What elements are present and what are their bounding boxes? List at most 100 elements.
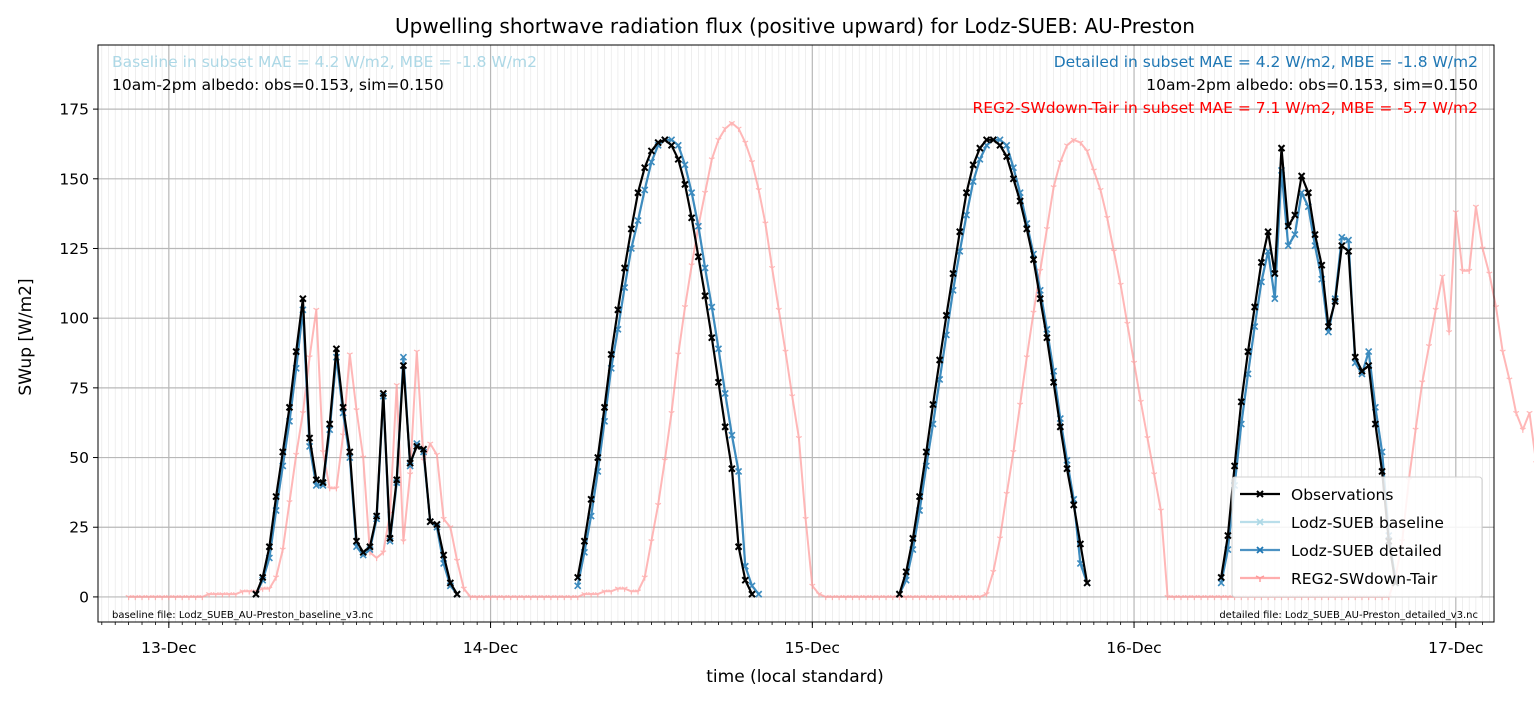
x-axis-label: time (local standard) <box>706 667 884 687</box>
data-point <box>1271 269 1279 278</box>
data-point <box>554 594 561 601</box>
data-point <box>1057 159 1064 166</box>
data-point <box>1291 211 1299 219</box>
data-point <box>1056 423 1065 431</box>
data-point <box>407 472 414 478</box>
data-point <box>735 467 743 476</box>
data-point <box>620 264 629 272</box>
data-point <box>132 594 139 601</box>
data-point <box>594 453 602 462</box>
data-point <box>876 594 883 601</box>
detailed-stats-annotation: Detailed in subset MAE = 4.2 W/m2, MBE =… <box>1054 53 1478 71</box>
data-point <box>573 573 582 582</box>
data-point <box>1104 215 1111 222</box>
data-point <box>943 594 950 601</box>
data-point <box>439 551 448 559</box>
data-point <box>969 178 977 186</box>
data-point <box>239 589 246 595</box>
data-point <box>714 378 723 386</box>
data-point <box>1218 594 1225 601</box>
data-point <box>769 265 776 272</box>
data-point <box>701 264 709 272</box>
data-point <box>1177 594 1185 601</box>
data-point <box>655 502 662 509</box>
data-point <box>1023 225 1031 233</box>
data-point <box>333 486 340 492</box>
data-point <box>1230 462 1239 470</box>
data-point <box>728 120 735 127</box>
data-point <box>795 435 802 442</box>
data-point <box>138 594 146 601</box>
data-point <box>1499 349 1506 355</box>
data-point <box>688 189 696 197</box>
data-point <box>266 586 273 592</box>
data-point <box>1224 594 1231 601</box>
data-point <box>567 594 575 601</box>
data-point <box>976 155 984 163</box>
data-point <box>734 543 743 551</box>
baseline-file-note: baseline file: Lodz_SUEB_AU-Preston_base… <box>112 610 373 621</box>
data-point <box>701 190 709 196</box>
data-point <box>373 555 380 562</box>
data-point <box>1010 449 1017 456</box>
data-point <box>1452 210 1459 216</box>
data-point <box>674 155 682 163</box>
data-point <box>762 221 769 227</box>
data-point <box>1264 228 1272 236</box>
data-point <box>849 594 856 601</box>
data-point <box>1002 152 1011 161</box>
data-point <box>822 594 829 601</box>
data-point <box>561 594 568 601</box>
data-point <box>862 594 870 601</box>
legend-entry-observations: Observations <box>1240 486 1393 504</box>
data-point <box>299 410 306 417</box>
data-point <box>1486 271 1493 277</box>
data-point <box>1472 204 1479 210</box>
data-point <box>1049 378 1058 386</box>
data-point <box>627 225 636 233</box>
data-point <box>661 136 669 144</box>
data-point <box>380 550 387 556</box>
legend-label-reg2: REG2-SWdown-Tair <box>1291 570 1438 588</box>
data-point <box>1331 297 1339 306</box>
data-point <box>1003 491 1010 497</box>
data-point <box>694 253 703 261</box>
data-point <box>1351 353 1359 361</box>
data-point <box>1137 399 1144 405</box>
data-point <box>172 594 179 601</box>
data-point <box>393 382 400 389</box>
data-point <box>1063 143 1071 149</box>
data-point <box>1003 141 1011 149</box>
data-point <box>1344 247 1353 255</box>
data-point <box>299 294 307 303</box>
data-point <box>641 163 649 172</box>
data-point <box>1076 540 1085 548</box>
data-point <box>534 594 541 601</box>
legend-box <box>1231 476 1483 598</box>
data-point <box>1016 197 1024 205</box>
data-point <box>842 594 849 601</box>
data-point <box>675 352 682 358</box>
legend-marker-baseline <box>1256 518 1264 526</box>
x-tick-label: 13-Dec <box>141 639 196 657</box>
data-point <box>427 441 434 447</box>
data-point <box>674 141 682 149</box>
data-point <box>922 448 930 456</box>
data-point <box>895 590 904 598</box>
data-point <box>668 410 675 417</box>
data-point <box>352 537 361 545</box>
data-point <box>1412 427 1419 433</box>
data-point <box>748 590 756 598</box>
data-point <box>185 594 193 601</box>
data-point <box>942 311 951 320</box>
data-point <box>1439 274 1446 280</box>
x-tick-label: 17-Dec <box>1428 639 1483 657</box>
detailed-file-note: detailed file: Lodz_SUEB_AU-Preston_deta… <box>1219 610 1478 621</box>
legend-label-detailed: Lodz-SUEB detailed <box>1291 542 1442 560</box>
data-point <box>1419 380 1426 386</box>
x-tick-label: 14-Dec <box>463 639 518 657</box>
data-point <box>1291 230 1299 239</box>
data-point <box>889 594 896 601</box>
data-point <box>1084 148 1091 155</box>
data-point <box>1037 268 1044 274</box>
